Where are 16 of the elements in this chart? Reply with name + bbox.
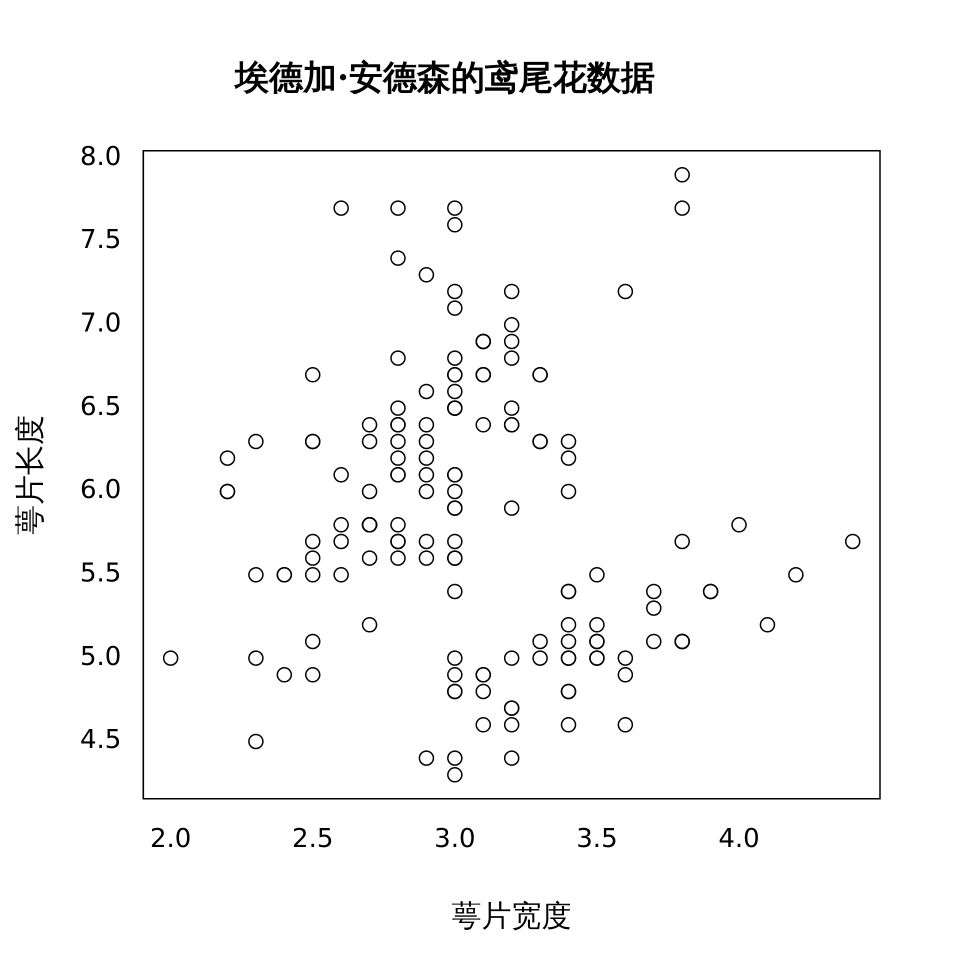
x-tick-label: 2.5	[292, 824, 334, 854]
y-tick-label: 6.0	[80, 475, 122, 506]
y-tick-label: 8.0	[80, 142, 122, 172]
y-tick-label: 4.5	[80, 725, 122, 756]
x-tick-label: 3.5	[576, 824, 618, 854]
y-tick-label: 5.0	[80, 642, 122, 672]
x-tick-label: 4.0	[718, 824, 760, 854]
chart-title: 埃德加·安德森的鸢尾花数据	[233, 58, 655, 98]
y-tick-label: 5.5	[80, 558, 122, 589]
y-axis-title: 萼片长度	[12, 414, 48, 535]
x-axis-title: 萼片宽度	[452, 898, 572, 934]
y-tick-label: 6.5	[80, 392, 122, 422]
y-tick-label: 7.5	[80, 225, 122, 256]
y-tick-label: 7.0	[80, 308, 122, 339]
x-tick-label: 3.0	[434, 824, 476, 854]
x-tick-label: 2.0	[150, 824, 192, 854]
